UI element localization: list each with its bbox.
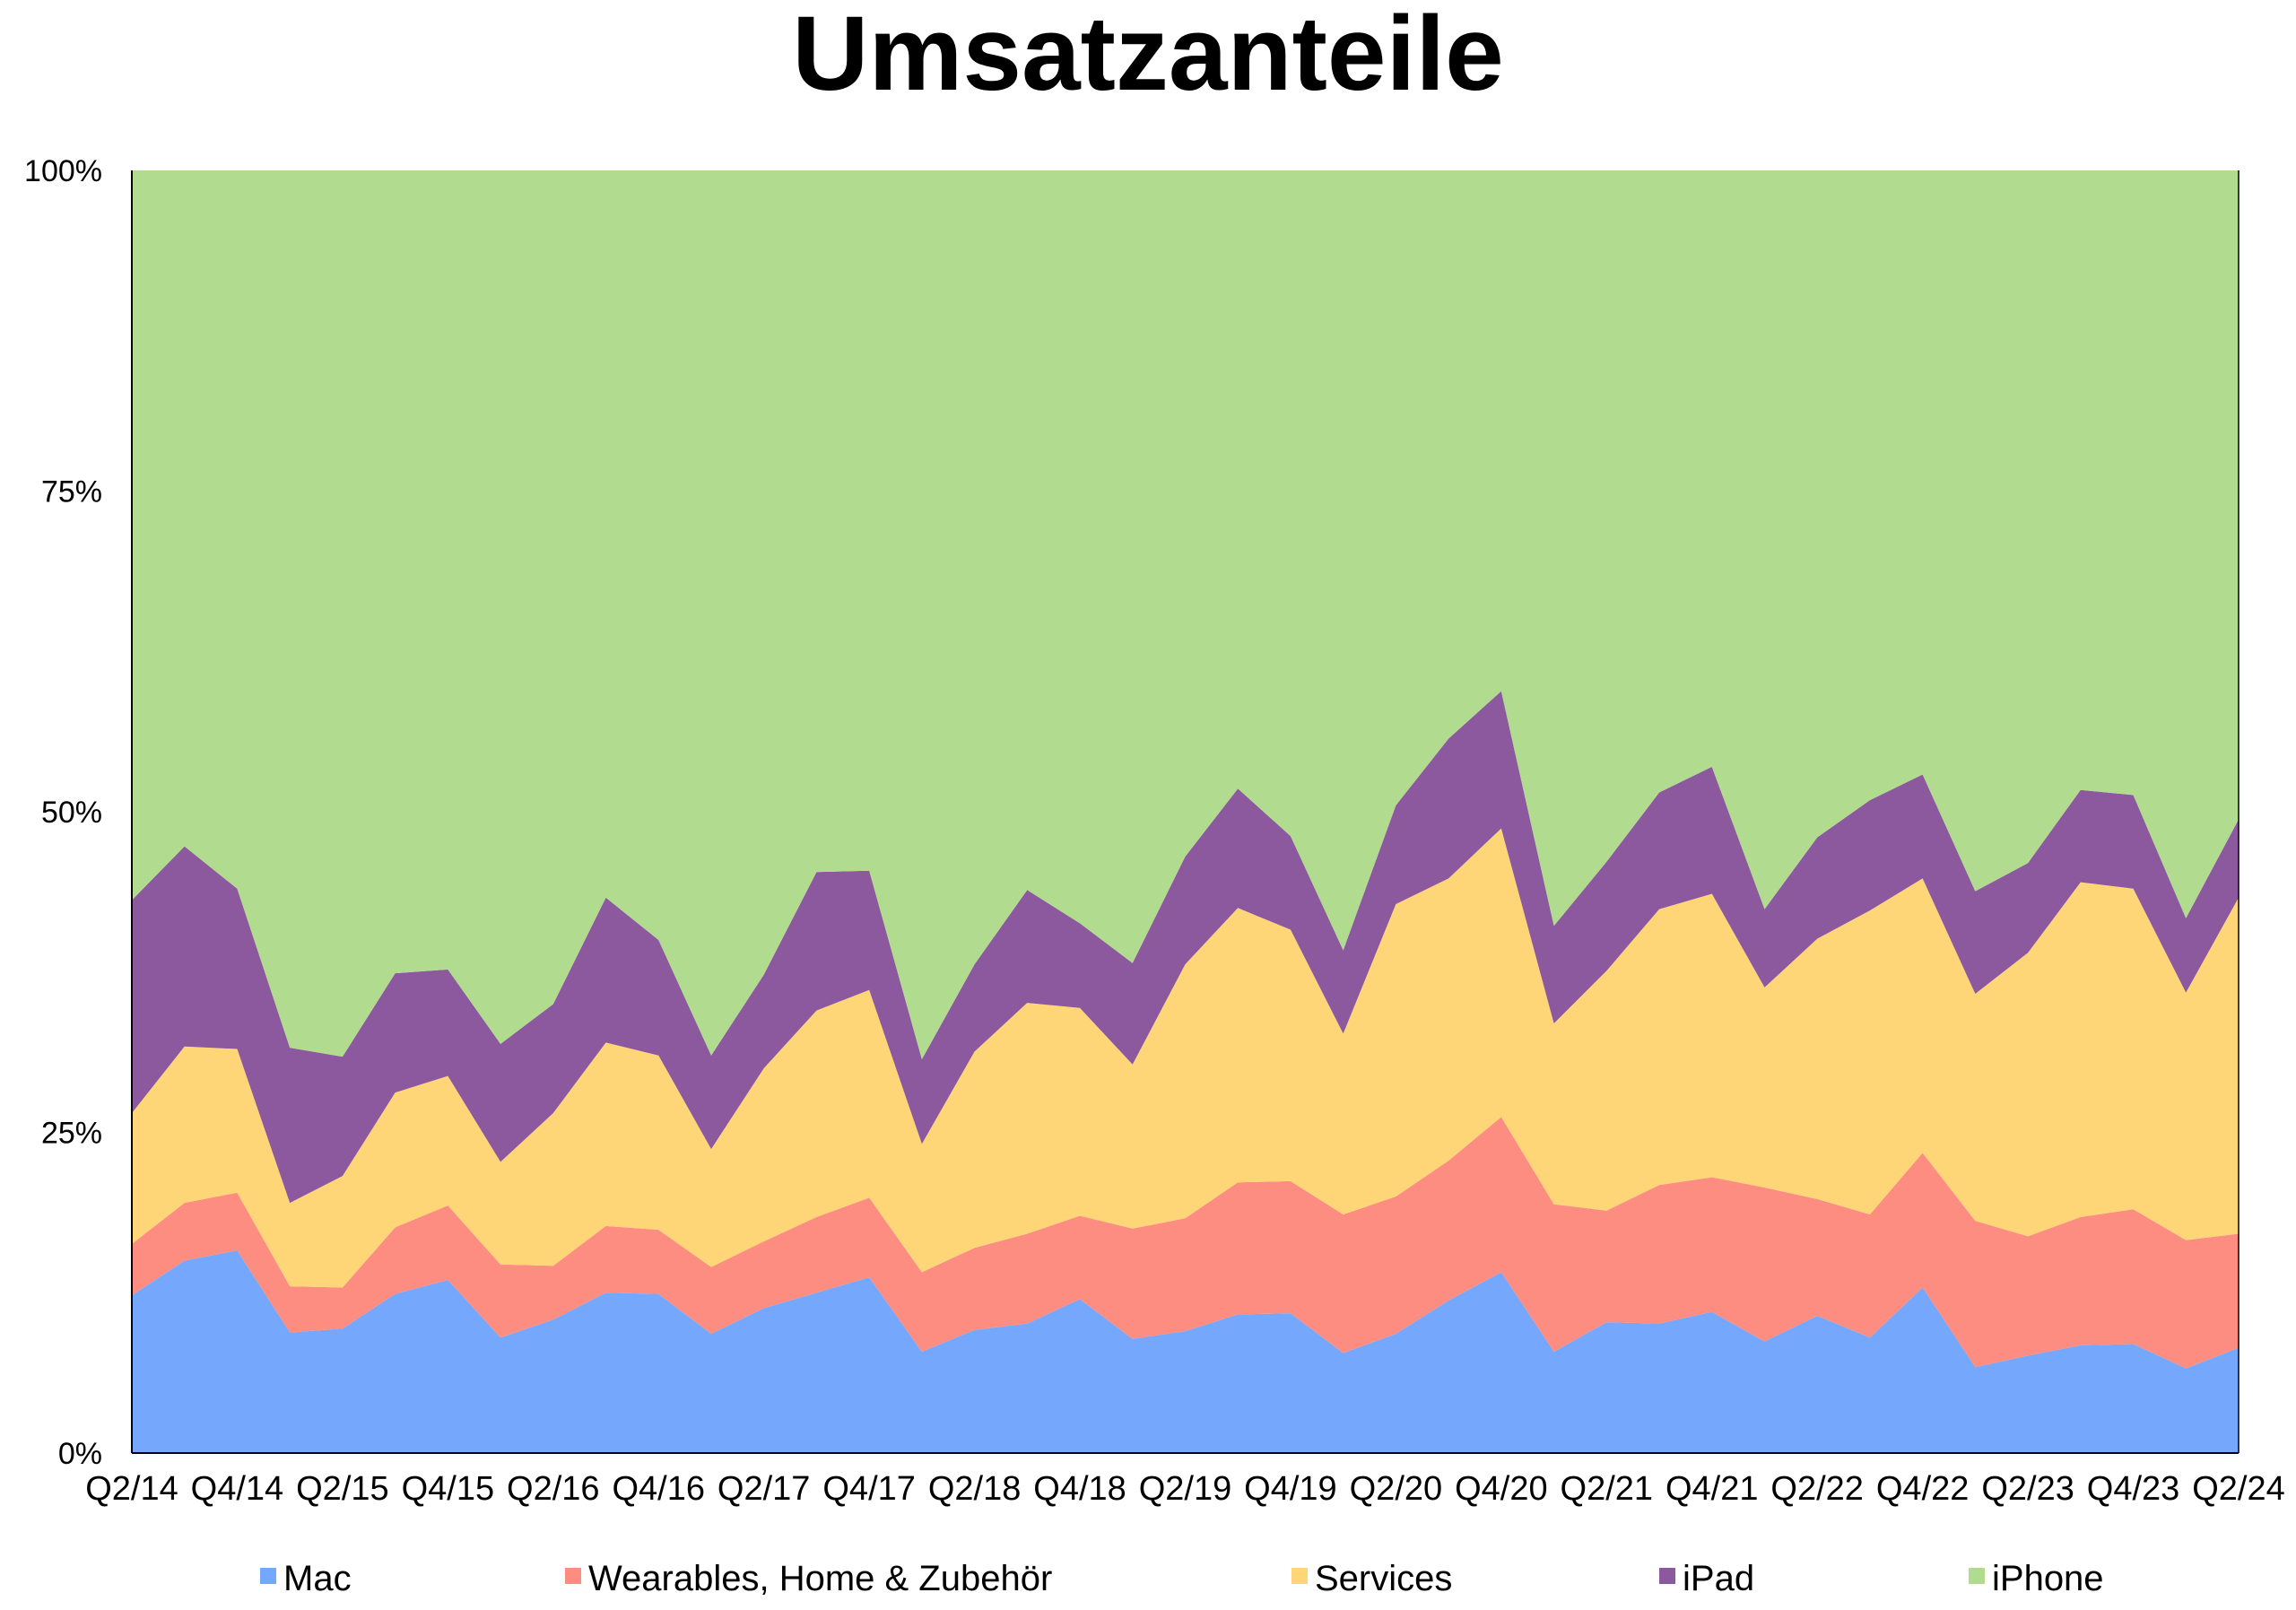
x-tick-label: Q4/15	[402, 1470, 495, 1508]
area-mac	[132, 1250, 2239, 1453]
x-tick-label: Q2/20	[1350, 1470, 1443, 1508]
legend-swatch-wearables-home-zubeh-r	[565, 1568, 581, 1584]
legend-label-mac: Mac	[283, 1559, 352, 1598]
legend-label-services: Services	[1315, 1559, 1452, 1598]
area-iphone	[132, 170, 2239, 1059]
legend-label-ipad: iPad	[1683, 1559, 1754, 1598]
legend-swatch-mac	[260, 1568, 276, 1584]
x-tick-label: Q4/17	[822, 1470, 916, 1508]
y-tick-label: 25%	[41, 1117, 102, 1151]
x-tick-labels: Q2/14 Q4/14 Q2/15 Q4/15 Q2/16 Q4/16 Q2/17 Q4/17…	[85, 1470, 2285, 1508]
x-tick-label: Q2/17	[718, 1470, 811, 1508]
legend-label-wearables-home-zubeh-r: Wearables, Home & Zubehör	[588, 1559, 1052, 1598]
legend-swatch-iphone	[1969, 1568, 1985, 1584]
area-series-group	[132, 170, 2239, 1453]
axes-group	[131, 170, 2239, 1454]
x-tick-label: Q4/22	[1876, 1470, 1970, 1508]
x-tick-label: Q2/15	[296, 1470, 389, 1508]
legend-swatch-services	[1292, 1568, 1308, 1584]
x-tick-label: Q2/24	[2192, 1470, 2285, 1508]
x-tick-label: Q4/21	[1665, 1470, 1759, 1508]
y-tick-label: 75%	[41, 475, 102, 509]
legend-swatch-ipad	[1659, 1568, 1675, 1584]
y-tick-label: 50%	[41, 796, 102, 830]
x-tick-label: Q4/16	[612, 1470, 705, 1508]
x-tick-label: Q2/14	[85, 1470, 178, 1508]
y-tick-label: 0%	[58, 1437, 102, 1471]
x-tick-label: Q4/19	[1244, 1470, 1337, 1508]
x-tick-label: Q4/20	[1455, 1470, 1548, 1508]
x-tick-label: Q2/16	[507, 1470, 600, 1508]
area-ipad	[132, 691, 2239, 1204]
x-tick-label: Q2/22	[1770, 1470, 1864, 1508]
x-tick-label: Q4/18	[1033, 1470, 1126, 1508]
x-tick-label: Q2/18	[928, 1470, 1022, 1508]
area-services	[132, 828, 2239, 1288]
x-tick-label: Q4/14	[191, 1470, 284, 1508]
x-tick-label: Q2/19	[1139, 1470, 1232, 1508]
x-tick-label: Q2/23	[1981, 1470, 2074, 1508]
y-tick-label: 100%	[24, 154, 102, 188]
legend-label-iphone: iPhone	[1992, 1559, 2104, 1598]
y-tick-labels: 0% 25% 50% 75% 100%	[24, 154, 102, 1471]
area-wearables-home-zubeh-r	[132, 1117, 2239, 1369]
x-tick-label: Q2/21	[1561, 1470, 1654, 1508]
legend: Mac Wearables, Home & Zubehör Services iPad…	[260, 1559, 2104, 1598]
x-tick-label: Q4/23	[2087, 1470, 2180, 1508]
chart-title: Umsatzanteile	[792, 0, 1504, 113]
